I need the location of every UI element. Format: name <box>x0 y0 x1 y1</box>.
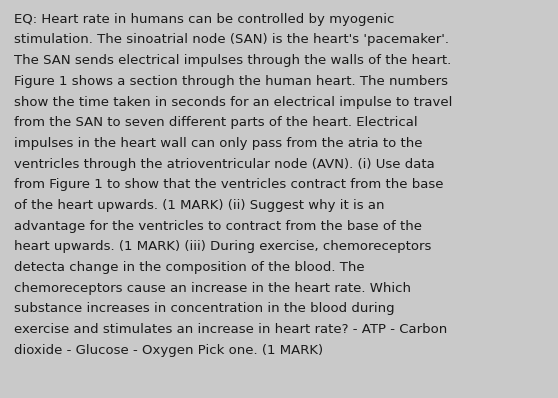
Text: advantage for the ventricles to contract from the base of the: advantage for the ventricles to contract… <box>14 220 422 233</box>
Text: dioxide - Glucose - Oxygen Pick one. (1 MARK): dioxide - Glucose - Oxygen Pick one. (1 … <box>14 344 323 357</box>
Text: detecta change in the composition of the blood. The: detecta change in the composition of the… <box>14 261 364 274</box>
Text: stimulation. The sinoatrial node (SAN) is the heart's 'pacemaker'.: stimulation. The sinoatrial node (SAN) i… <box>14 33 449 47</box>
Text: from the SAN to seven different parts of the heart. Electrical: from the SAN to seven different parts of… <box>14 116 417 129</box>
Text: substance increases in concentration in the blood during: substance increases in concentration in … <box>14 302 395 316</box>
Text: of the heart upwards. (1 MARK) (ii) Suggest why it is an: of the heart upwards. (1 MARK) (ii) Sugg… <box>14 199 384 212</box>
Text: from Figure 1 to show that the ventricles contract from the base: from Figure 1 to show that the ventricle… <box>14 178 444 191</box>
Text: heart upwards. (1 MARK) (iii) During exercise, chemoreceptors: heart upwards. (1 MARK) (iii) During exe… <box>14 240 431 254</box>
Text: Figure 1 shows a section through the human heart. The numbers: Figure 1 shows a section through the hum… <box>14 75 448 88</box>
Text: ventricles through the atrioventricular node (AVN). (i) Use data: ventricles through the atrioventricular … <box>14 158 435 171</box>
Text: exercise and stimulates an increase in heart rate? - ATP - Carbon: exercise and stimulates an increase in h… <box>14 323 447 336</box>
Text: The SAN sends electrical impulses through the walls of the heart.: The SAN sends electrical impulses throug… <box>14 54 451 67</box>
Text: EQ: Heart rate in humans can be controlled by myogenic: EQ: Heart rate in humans can be controll… <box>14 13 395 26</box>
Text: impulses in the heart wall can only pass from the atria to the: impulses in the heart wall can only pass… <box>14 137 422 150</box>
Text: show the time taken in seconds for an electrical impulse to travel: show the time taken in seconds for an el… <box>14 96 453 109</box>
Text: chemoreceptors cause an increase in the heart rate. Which: chemoreceptors cause an increase in the … <box>14 282 411 295</box>
